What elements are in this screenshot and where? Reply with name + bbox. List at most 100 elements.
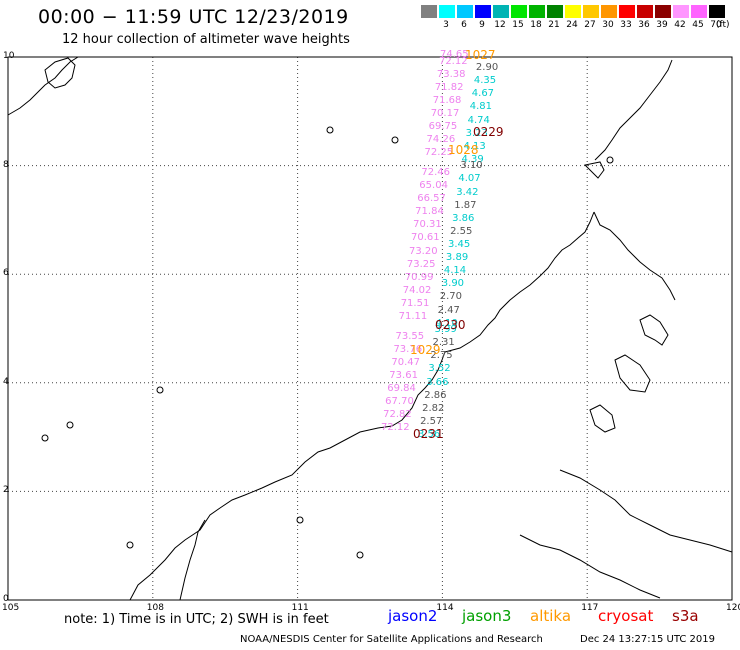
scale-tick-label: 42 bbox=[674, 20, 686, 30]
wave-height-label: 4.74 bbox=[467, 114, 490, 126]
wave-height-label: 3.42 bbox=[456, 186, 479, 198]
wave-height-label: 3.99 bbox=[434, 324, 457, 336]
scale-swatch bbox=[709, 5, 725, 18]
wave-height-label: 73.55 bbox=[395, 330, 425, 342]
wave-height-label: 2.70 bbox=[439, 291, 462, 303]
wave-height-label: 73.25 bbox=[406, 258, 436, 270]
wave-height-label: 2.86 bbox=[424, 389, 447, 401]
wave-height-label: 70.99 bbox=[404, 271, 434, 283]
scale-unit-label: (ft) bbox=[716, 20, 730, 30]
scale-swatch bbox=[619, 5, 635, 18]
satellite-legend-item: altika bbox=[530, 607, 572, 625]
island bbox=[41, 434, 49, 442]
scale-tick-label: 27 bbox=[584, 20, 596, 30]
scale-tick-label: 18 bbox=[530, 20, 542, 30]
wave-height-label: 3.66 bbox=[426, 376, 449, 388]
wave-height-label: 70.47 bbox=[391, 356, 421, 368]
scale-tick-label: 30 bbox=[602, 20, 614, 30]
latitude-tick-label: 4 bbox=[3, 376, 9, 387]
wave-height-label: 71.68 bbox=[432, 94, 462, 106]
map-title: 00:00 − 11:59 UTC 12/23/2019 bbox=[38, 6, 349, 28]
wave-height-label: 3.90 bbox=[441, 278, 465, 290]
wave-height-label: 67.70 bbox=[385, 396, 414, 408]
scale-swatch bbox=[529, 5, 545, 18]
satellite-legend-item: jason3 bbox=[462, 607, 512, 625]
scale-swatch bbox=[655, 5, 671, 18]
island bbox=[126, 541, 134, 549]
latitude-tick-label: 2 bbox=[3, 485, 9, 496]
scale-tick-label: 70 bbox=[710, 20, 722, 30]
longitude-tick-label: 111 bbox=[291, 603, 309, 613]
pass-label: 0230 bbox=[435, 318, 466, 332]
coastline-segment bbox=[7, 56, 79, 116]
longitude-tick-label: 114 bbox=[436, 603, 454, 613]
wave-height-label: 72.12 bbox=[438, 55, 468, 67]
wave-height-label: 3.10 bbox=[460, 160, 483, 172]
scale-tick-label: 24 bbox=[566, 20, 578, 30]
scale-tick-label: 15 bbox=[512, 20, 524, 30]
wave-height-label: 70.61 bbox=[411, 232, 440, 244]
scale-tick-label: 9 bbox=[479, 20, 485, 30]
longitude-tick-label: 108 bbox=[146, 603, 164, 613]
coastline-segment bbox=[589, 404, 616, 433]
wave-height-label: 4.81 bbox=[469, 101, 492, 113]
scale-swatch bbox=[637, 5, 653, 18]
island bbox=[296, 516, 304, 524]
satellite-legend-item: jason2 bbox=[388, 607, 438, 625]
wave-height-label: 4.39 bbox=[461, 153, 484, 165]
map-frame bbox=[7, 56, 733, 601]
wave-height-label: 4.14 bbox=[443, 265, 467, 277]
wave-height-label: 4.07 bbox=[458, 173, 481, 185]
scale-swatch bbox=[475, 5, 491, 18]
wave-height-label: 74.02 bbox=[402, 284, 432, 296]
scale-swatch bbox=[493, 5, 509, 18]
wave-height-label: 73.20 bbox=[408, 245, 438, 257]
coastline-segment bbox=[614, 354, 651, 393]
island bbox=[326, 126, 334, 134]
wave-height-label: 4.10 bbox=[435, 317, 458, 329]
footer-note: note: 1) Time is in UTC; 2) SWH is in fe… bbox=[64, 612, 329, 627]
wave-height-label: 69.84 bbox=[387, 383, 416, 395]
scale-tick-label: 36 bbox=[638, 20, 650, 30]
wave-height-label: 73.76 bbox=[393, 343, 423, 355]
wave-height-label: 70.17 bbox=[430, 107, 460, 119]
coastline-segment bbox=[583, 161, 605, 179]
wave-height-label: 2.31 bbox=[432, 337, 455, 349]
wave-height-label: 3.52 bbox=[428, 363, 451, 375]
pass-label: 0229 bbox=[473, 125, 504, 139]
coastline-segment bbox=[129, 351, 446, 601]
wave-height-label: 71.82 bbox=[434, 81, 464, 93]
latitude-tick-label: 6 bbox=[3, 268, 9, 279]
scale-swatch bbox=[457, 5, 473, 18]
latitude-tick-label: 0 bbox=[3, 594, 9, 604]
scale-swatch bbox=[511, 5, 527, 18]
scale-swatch bbox=[421, 5, 437, 18]
longitude-tick-label: 120 bbox=[726, 603, 740, 613]
coastline-segment bbox=[44, 57, 76, 89]
wave-height-label: 66.57 bbox=[417, 193, 446, 205]
wave-height-label: 4.35 bbox=[473, 75, 497, 87]
island bbox=[606, 156, 614, 164]
island bbox=[156, 386, 164, 394]
longitude-tick-label: 105 bbox=[2, 603, 20, 613]
wave-height-label: 74.65 bbox=[440, 49, 469, 60]
wave-height-label: 4.13 bbox=[463, 140, 486, 152]
satellite-legend-item: cryosat bbox=[598, 607, 654, 625]
wave-height-label: 70.31 bbox=[413, 219, 442, 231]
wave-height-label: 2.75 bbox=[430, 350, 453, 362]
coastline-segment bbox=[519, 534, 661, 599]
wave-height-label: 71.11 bbox=[398, 311, 428, 323]
longitude-tick-label: 117 bbox=[581, 603, 599, 613]
generation-timestamp: Dec 24 13:27:15 UTC 2019 bbox=[580, 634, 715, 645]
scale-tick-label: 33 bbox=[620, 20, 632, 30]
wave-height-label: 2.90 bbox=[475, 62, 499, 74]
wave-height-label: 65.04 bbox=[419, 180, 448, 192]
scale-tick-label: 6 bbox=[461, 20, 467, 30]
wave-height-label: 3.56 bbox=[418, 429, 441, 440]
wave-height-label: 73.38 bbox=[436, 68, 466, 80]
island bbox=[356, 551, 364, 559]
wave-height-label: 2.57 bbox=[420, 415, 443, 427]
wave-height-label: 3.45 bbox=[448, 239, 471, 250]
scale-tick-label: 39 bbox=[656, 20, 668, 30]
scale-tick-label: 12 bbox=[494, 20, 506, 30]
